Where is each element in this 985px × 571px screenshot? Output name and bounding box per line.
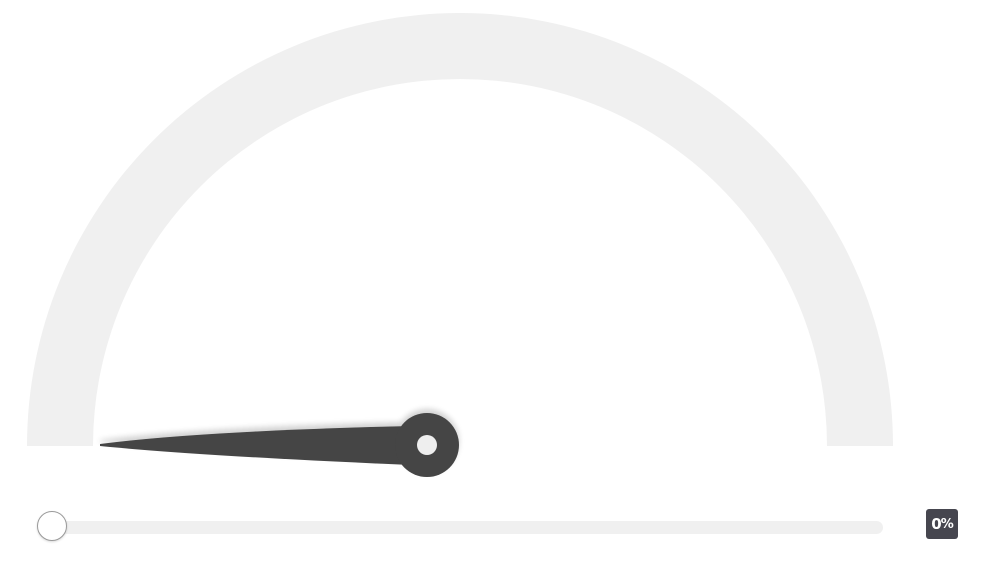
- value-slider-thumb[interactable]: [37, 511, 67, 541]
- value-readout-unit: %: [940, 516, 954, 532]
- gauge-track: [27, 13, 893, 446]
- value-readout-badge: 0%: [926, 509, 958, 539]
- value-readout-number: 0: [931, 515, 941, 533]
- needle-blade: [100, 426, 411, 465]
- needle-hub-dot: [417, 435, 437, 455]
- gauge: [27, 13, 893, 477]
- value-slider-track[interactable]: [38, 521, 883, 534]
- gauge-needle: [100, 413, 459, 477]
